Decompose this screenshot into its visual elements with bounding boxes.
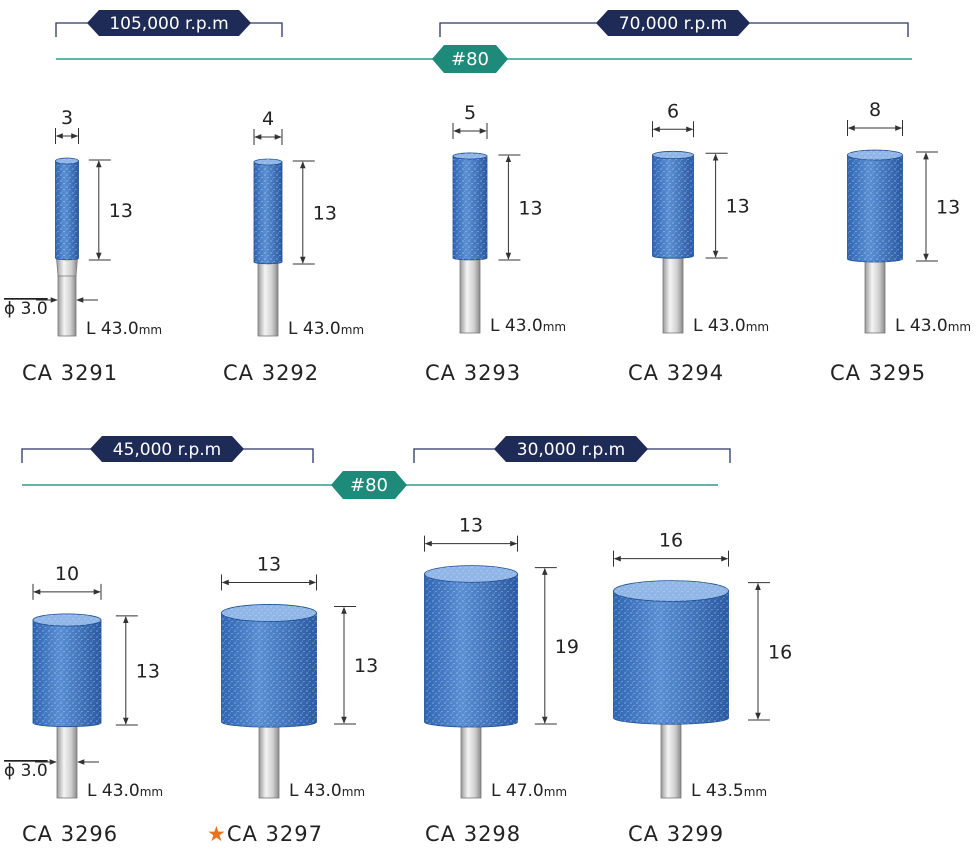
speed-badge [87,10,251,36]
diameter-label: 6 [667,100,679,122]
length-unit: mm [746,320,769,334]
stone-top-texture [254,159,282,165]
length-label: L 43.0mm [490,316,566,336]
length-label: L 47.0mm [491,781,567,801]
product-code: CA 3293 [425,361,522,385]
length-unit: mm [544,785,567,799]
height-label: 13 [518,197,542,219]
stone-texture [424,574,518,728]
length-unit: mm [140,785,163,799]
speed-badge [90,436,244,462]
grit-badge [331,471,407,499]
star-icon: ★ [207,822,227,846]
diameter-label: 5 [464,102,476,124]
stone-top-texture [613,580,729,602]
shank [258,719,280,799]
product-code: CA 3296 [22,822,119,846]
product-code: CA 3295 [830,361,927,385]
length-unit: mm [744,785,767,799]
height-label: 13 [354,655,378,677]
shank [56,720,78,799]
stone-texture [847,155,903,262]
stone-texture [254,162,282,264]
product-code: CA 3294 [628,361,725,385]
height-label: 13 [313,203,337,225]
length-unit: mm [341,323,364,337]
length-unit: mm [948,320,971,334]
diameter-label: 16 [659,530,683,552]
length-label: L 43.0mm [288,319,364,339]
diameter-label: 13 [459,515,483,537]
length-unit: mm [139,323,162,337]
shank [864,256,886,334]
shank [257,259,279,337]
diameter-label: 4 [262,108,274,130]
shank-taper [56,257,78,277]
stone-top-texture [424,565,518,583]
height-label: 13 [109,200,133,222]
stone-top-texture [652,151,694,159]
speed-label: 30,000 r.p.m [517,440,625,460]
stone-texture [613,591,729,725]
height-label: 13 [726,196,750,218]
length-label: L 43.5mm [691,781,767,801]
stone-texture [652,155,694,259]
shank-diameter-label: ϕ 3.0 [4,299,48,319]
grit-label: #80 [451,49,489,70]
stone-texture [453,156,487,260]
shank-diameter-label: ϕ 3.0 [4,761,48,781]
length-label: L 43.0mm [86,319,162,339]
diameter-label: 13 [257,553,281,575]
stone-texture [55,161,79,260]
speed-label: 70,000 r.p.m [619,14,727,34]
shank [662,253,684,334]
product-code: CA 3292 [223,361,320,385]
height-label: 13 [936,197,960,219]
length-unit: mm [342,785,365,799]
speed-label: 45,000 r.p.m [113,440,221,460]
speed-badge [596,10,750,36]
length-label: L 43.0mm [87,781,163,801]
shank [459,255,481,334]
height-label: 19 [555,636,579,658]
grit-badge [432,45,508,73]
product-code: ★CA 3297 [207,822,323,846]
stone-texture [221,613,317,728]
product-code: CA 3299 [628,822,725,846]
speed-label: 105,000 r.p.m [109,14,228,34]
diameter-label: 10 [55,563,79,585]
shank [660,715,682,799]
length-unit: mm [543,320,566,334]
length-label: L 43.0mm [895,316,971,336]
product-code: CA 3291 [22,361,119,385]
height-label: 13 [136,660,160,682]
shank [460,719,482,799]
stone-top-texture [55,158,79,164]
diameter-label: 8 [869,99,881,121]
stone-top-texture [221,604,317,622]
grit-label: #80 [350,475,388,496]
stone-top-texture [847,150,903,160]
diameter-label: 3 [61,107,73,129]
stone-top-texture [453,152,487,160]
speed-badge [494,436,648,462]
stone-texture [33,620,101,727]
length-label: L 43.0mm [693,316,769,336]
product-code: CA 3298 [425,822,522,846]
length-label: L 43.0mm [289,781,365,801]
stone-top-texture [33,613,101,627]
height-label: 16 [768,641,792,663]
